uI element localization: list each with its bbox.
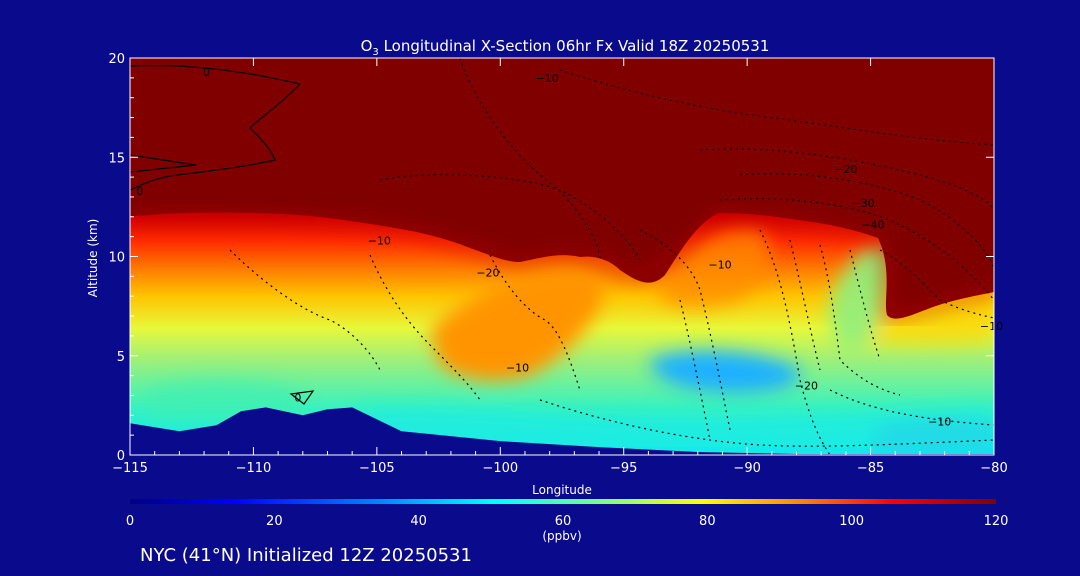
orange-tongue-central xyxy=(430,264,603,381)
contour-dotted-set xyxy=(229,58,994,455)
y-tick-label: 0 xyxy=(117,449,125,464)
x-tick-label: −105 xyxy=(359,461,395,476)
y-tick-label: 20 xyxy=(108,52,125,67)
contour-label: 0 xyxy=(136,185,143,198)
contour-label: −10 xyxy=(980,320,1003,333)
colorbar-label: (ppbv) xyxy=(542,529,581,543)
y-axis-label: Altitude (km) xyxy=(86,219,100,298)
blue-pocket-central xyxy=(650,351,801,393)
colorbar-ramp xyxy=(130,499,996,504)
title-prefix: O xyxy=(361,37,373,55)
colorbar-tick-label: 80 xyxy=(699,514,716,529)
contour-zero-surface xyxy=(289,390,315,405)
contour-label: 0 xyxy=(294,391,301,404)
stratosphere-edge-glow xyxy=(130,208,994,320)
x-axis: −115 −110 −105 −100 −95 −90 −85 −80 xyxy=(112,58,1008,476)
x-tick-label: −85 xyxy=(857,461,884,476)
contour-label: −10 xyxy=(708,258,731,271)
contour-label: −10 xyxy=(368,235,391,248)
colorbar-tick-label: 40 xyxy=(410,514,427,529)
contour-label: −40 xyxy=(861,219,884,232)
stratospheric-reservoir xyxy=(130,58,994,319)
footer-caption: NYC (41°N) Initialized 12Z 20250531 xyxy=(140,545,472,566)
ozone-field xyxy=(130,58,994,455)
contour-labels: 0 0 0 −10 −10 −20 −10 −10 −20 −30 −40 −20 −10 −10 xyxy=(136,66,1003,428)
x-tick-label: −110 xyxy=(236,461,272,476)
title-subscript: 3 xyxy=(372,47,378,58)
contour-label: −10 xyxy=(506,362,529,375)
field-anomalies xyxy=(150,229,994,455)
colorbar-tick-label: 0 xyxy=(126,514,134,529)
y-tick-label: 10 xyxy=(108,251,125,266)
x-tick-label: −80 xyxy=(980,461,1007,476)
y-tick-label: 5 xyxy=(117,350,125,365)
x-tick-label: −95 xyxy=(610,461,637,476)
contour-lines xyxy=(130,58,994,455)
cool-wedge-east xyxy=(829,247,891,351)
x-axis-label: Longitude xyxy=(532,483,592,497)
y-axis: 0 5 10 15 20 xyxy=(108,52,994,464)
contour-label: −10 xyxy=(536,72,559,85)
contour-label: −30 xyxy=(852,197,875,210)
colorbar-tick-label: 60 xyxy=(555,514,572,529)
x-tick-label: −115 xyxy=(112,461,148,476)
contour-zero-solid-inner xyxy=(130,154,197,173)
colorbar: 0 20 40 60 80 100 120 (ppbv) xyxy=(126,499,1009,543)
colorbar-tick-label: 20 xyxy=(266,514,283,529)
contour-label: −10 xyxy=(928,415,951,428)
y-tick-label: 15 xyxy=(108,151,125,166)
contour-label: −20 xyxy=(834,163,857,176)
orange-lobe-east xyxy=(660,229,771,308)
contour-label: −20 xyxy=(795,380,818,393)
colorbar-ticks: 0 20 40 60 80 100 120 xyxy=(126,514,1009,529)
chart-title: O3 Longitudinal X-Section 06hr Fx Valid … xyxy=(361,37,770,58)
contour-label: 0 xyxy=(203,66,210,79)
terrain-mask xyxy=(130,407,994,456)
x-tick-label: −100 xyxy=(482,461,518,476)
contour-zero-solid xyxy=(130,64,302,191)
colorbar-tick-label: 120 xyxy=(984,514,1009,529)
colorbar-tick-label: 100 xyxy=(839,514,864,529)
contour-label: −20 xyxy=(476,266,499,279)
title-rest: Longitudinal X-Section 06hr Fx Valid 18Z… xyxy=(379,37,770,55)
x-tick-label: −90 xyxy=(733,461,760,476)
